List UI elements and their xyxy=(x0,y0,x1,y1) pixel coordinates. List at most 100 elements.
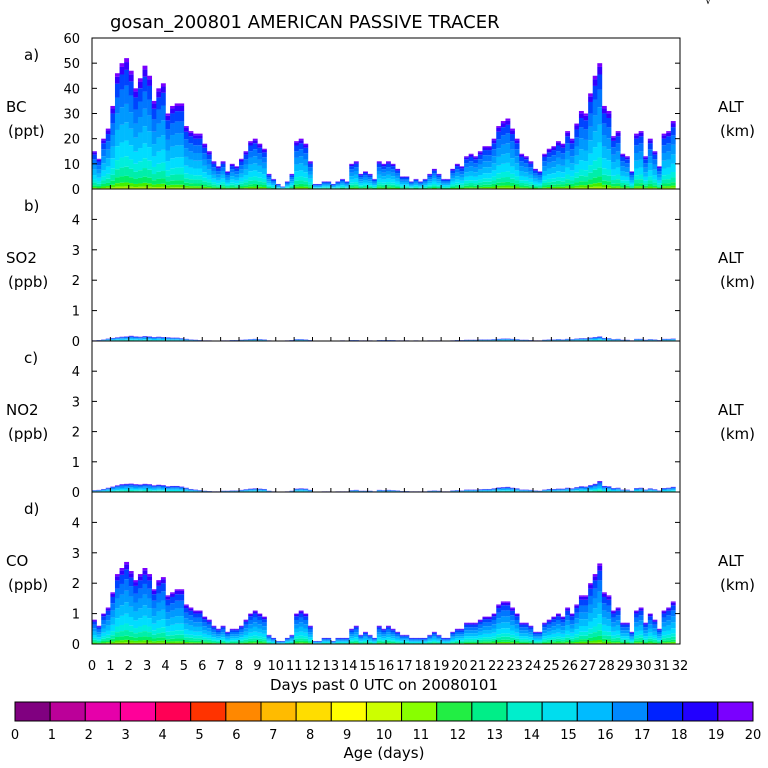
panel-bc-bar xyxy=(514,138,520,141)
panel-co-bar xyxy=(174,594,180,601)
panel-bc-bar xyxy=(496,165,502,174)
panel-no2-bar xyxy=(601,489,607,491)
panel-bc-bar xyxy=(505,143,511,154)
panel-bc-bar xyxy=(202,147,208,154)
panel-no2-bar xyxy=(142,485,148,487)
panel-bc-bar xyxy=(533,183,538,186)
panel-no2-bar xyxy=(183,490,189,491)
panel-bc-bar xyxy=(92,159,97,165)
panel-bc-bar xyxy=(542,171,548,176)
panel-bc-bar xyxy=(514,180,520,184)
panel-bc-bar xyxy=(569,170,575,177)
panel-bc-bar xyxy=(629,175,635,178)
panel-bc-bar xyxy=(634,133,639,136)
panel-bc-bar xyxy=(418,184,424,186)
panel-bc-bar xyxy=(606,127,612,139)
panel-bc-bar xyxy=(358,183,364,186)
panel-bc-bar xyxy=(491,143,497,150)
panel-co-bar xyxy=(128,625,134,632)
panel-bc-bar xyxy=(427,183,433,186)
panel-bc-bar xyxy=(496,139,502,149)
panel-bc-bar xyxy=(615,174,621,180)
panel-bc-bar xyxy=(436,185,442,187)
panel-bc-bar xyxy=(441,186,447,188)
panel-co-bar xyxy=(183,629,189,635)
panel-bc-bar xyxy=(459,185,465,187)
panel-bc-bar xyxy=(615,167,621,175)
panel-bc-bar xyxy=(592,75,598,80)
panel-bc-bar xyxy=(193,135,198,139)
panel-bc-bar xyxy=(597,142,603,158)
panel-no2-bar xyxy=(597,481,603,483)
panel-bc-bar xyxy=(390,176,396,180)
panel-bc-bar xyxy=(445,185,451,187)
panel-bc-bar xyxy=(657,166,662,168)
panel-co-bar xyxy=(147,576,153,581)
panel-bc-bar xyxy=(206,164,212,170)
panel-bc-bar xyxy=(647,176,653,181)
panel-bc-bar xyxy=(137,81,143,89)
panel-bc-bar xyxy=(151,103,157,109)
panel-bc-bar xyxy=(321,187,327,189)
panel-bc-bar xyxy=(151,187,157,189)
panel-bc-bar xyxy=(160,135,166,150)
panel-bc-bar xyxy=(510,130,515,135)
unit-label: (ppt) xyxy=(8,122,45,140)
panel-bc-bar xyxy=(234,185,240,187)
panel-bc-bar xyxy=(105,141,111,150)
panel-bc-bar xyxy=(390,184,396,187)
panel-bc-bar xyxy=(459,186,465,188)
panel-bc-bar xyxy=(234,168,240,172)
panel-bc-bar xyxy=(491,156,497,164)
panel-bc-bar xyxy=(239,159,244,162)
panel-no2-bar xyxy=(578,486,584,488)
panel-bc-bar xyxy=(436,175,442,178)
panel-no2-bar xyxy=(124,488,130,490)
panel-bc-bar xyxy=(638,131,644,133)
panel-bc-bar xyxy=(592,85,598,100)
panel-so2-bar xyxy=(165,338,171,339)
panel-bc-bar xyxy=(211,162,217,164)
panel-bc-bar xyxy=(96,159,102,162)
panel-no2-bar xyxy=(133,486,139,488)
panel-bc-bar xyxy=(441,179,447,182)
panel-bc-bar xyxy=(395,186,401,188)
panel-bc-bar xyxy=(510,149,515,159)
panel-bc-bar xyxy=(183,185,189,188)
panel-co-bar xyxy=(160,591,166,601)
panel-bc-bar xyxy=(413,179,419,182)
panel-bc-bar xyxy=(611,140,616,148)
panel-bc-bar xyxy=(652,154,658,160)
panel-bc-bar xyxy=(165,161,171,171)
panel-bc-bar xyxy=(578,110,584,114)
panel-bc-bar xyxy=(216,174,221,178)
panel-bc-bar xyxy=(137,183,143,187)
panel-bc-bar xyxy=(574,182,580,186)
panel-bc-bar xyxy=(629,182,635,185)
panel-bc-bar xyxy=(353,184,359,187)
panel-bc-bar xyxy=(124,103,130,123)
panel-co-bar xyxy=(156,585,162,594)
panel-bc-bar xyxy=(431,173,437,176)
panel-bc-bar xyxy=(464,180,469,184)
panel-co-bar xyxy=(137,626,143,633)
panel-bc-bar xyxy=(367,177,373,180)
panel-bc-bar xyxy=(643,159,649,164)
panel-bc-bar xyxy=(638,136,644,144)
panel-co-bar xyxy=(133,628,139,634)
panel-no2-bar xyxy=(606,488,612,490)
panel-no2-bar xyxy=(661,489,667,490)
panel-bc-bar xyxy=(307,162,313,164)
panel-bc-bar xyxy=(560,172,566,178)
panel-co-bar xyxy=(124,613,130,624)
panel-bc-bar xyxy=(491,180,497,184)
panel-bc-bar xyxy=(197,160,203,169)
panel-bc-bar xyxy=(487,181,492,185)
panel-bc-bar xyxy=(583,139,589,151)
panel-bc-bar xyxy=(418,182,424,184)
panel-bc-bar xyxy=(395,170,401,174)
panel-bc-bar xyxy=(239,161,244,166)
panel-bc-bar xyxy=(372,182,378,184)
panel-no2-bar xyxy=(110,487,116,489)
panel-no2-bar xyxy=(179,487,185,488)
